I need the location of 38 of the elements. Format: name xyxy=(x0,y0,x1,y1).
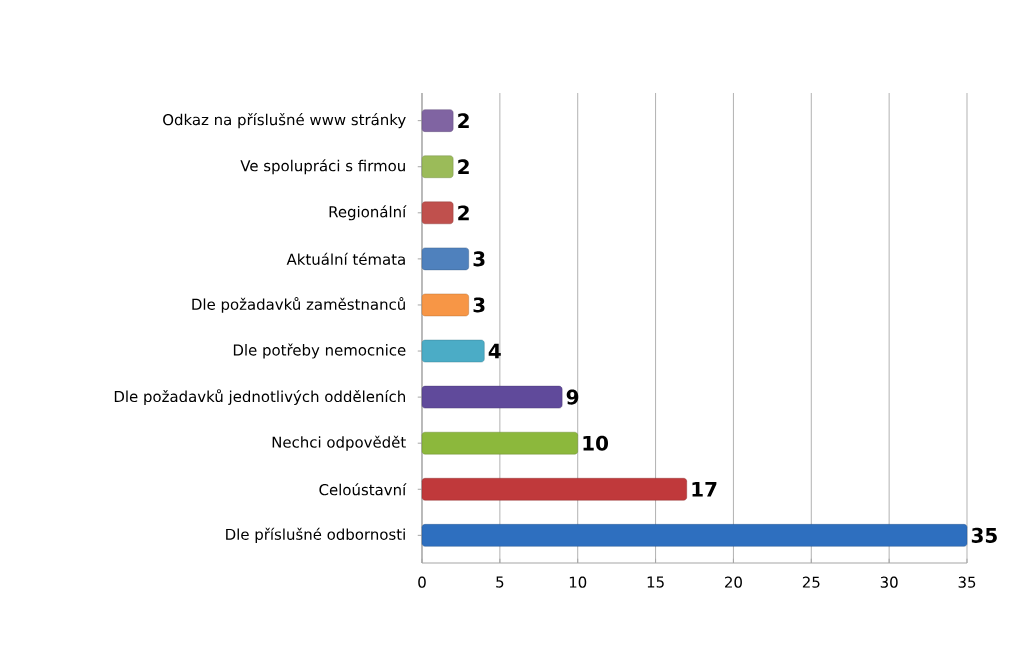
bar xyxy=(421,293,469,317)
y-tick-label: Dle požadavků zaměstnanců xyxy=(192,297,405,313)
bar xyxy=(421,385,563,409)
bar xyxy=(421,201,454,224)
y-tick-label: Aktuální témata xyxy=(286,252,405,265)
x-tick-label: 20 xyxy=(725,576,742,588)
data-label: 9 xyxy=(566,389,579,405)
bar xyxy=(421,432,578,455)
y-tick-label: Ve spolupráci s firmou xyxy=(240,159,405,175)
x-tick-label: 5 xyxy=(496,576,504,588)
y-tick-label: Nechci odpovědět xyxy=(272,435,406,451)
bar xyxy=(421,109,454,132)
x-tick-label: 0 xyxy=(418,576,426,588)
x-tick-label: 35 xyxy=(958,576,976,588)
x-tick-label: 25 xyxy=(802,576,820,588)
y-tick-label: Odkaz na příslušné www stránky xyxy=(163,113,406,129)
data-label: 2 xyxy=(458,205,469,221)
data-label: 4 xyxy=(488,343,501,359)
y-tick-label: Dle příslušné odbornosti xyxy=(226,527,405,543)
x-tick-label: 10 xyxy=(569,576,587,588)
x-tick-label: 30 xyxy=(880,576,898,588)
data-label: 35 xyxy=(971,527,997,543)
bar xyxy=(421,247,469,271)
y-tick-label: Dle potřeby nemocnice xyxy=(233,343,406,359)
y-tick-label: Regionální xyxy=(329,205,407,221)
y-tick-label: Celoústavní xyxy=(319,483,407,496)
y-tick-label: Dle požadavků jednotlivých odděleních xyxy=(114,389,405,406)
data-label: 17 xyxy=(692,482,717,497)
bar xyxy=(421,339,485,363)
bar xyxy=(421,155,454,178)
bar xyxy=(421,524,968,547)
x-tick-label: 15 xyxy=(647,576,664,588)
data-label: 2 xyxy=(458,113,469,129)
data-label: 3 xyxy=(473,297,485,313)
data-label: 2 xyxy=(458,159,469,175)
bar xyxy=(421,478,687,501)
data-label: 3 xyxy=(473,251,485,267)
data-label: 10 xyxy=(583,435,609,451)
